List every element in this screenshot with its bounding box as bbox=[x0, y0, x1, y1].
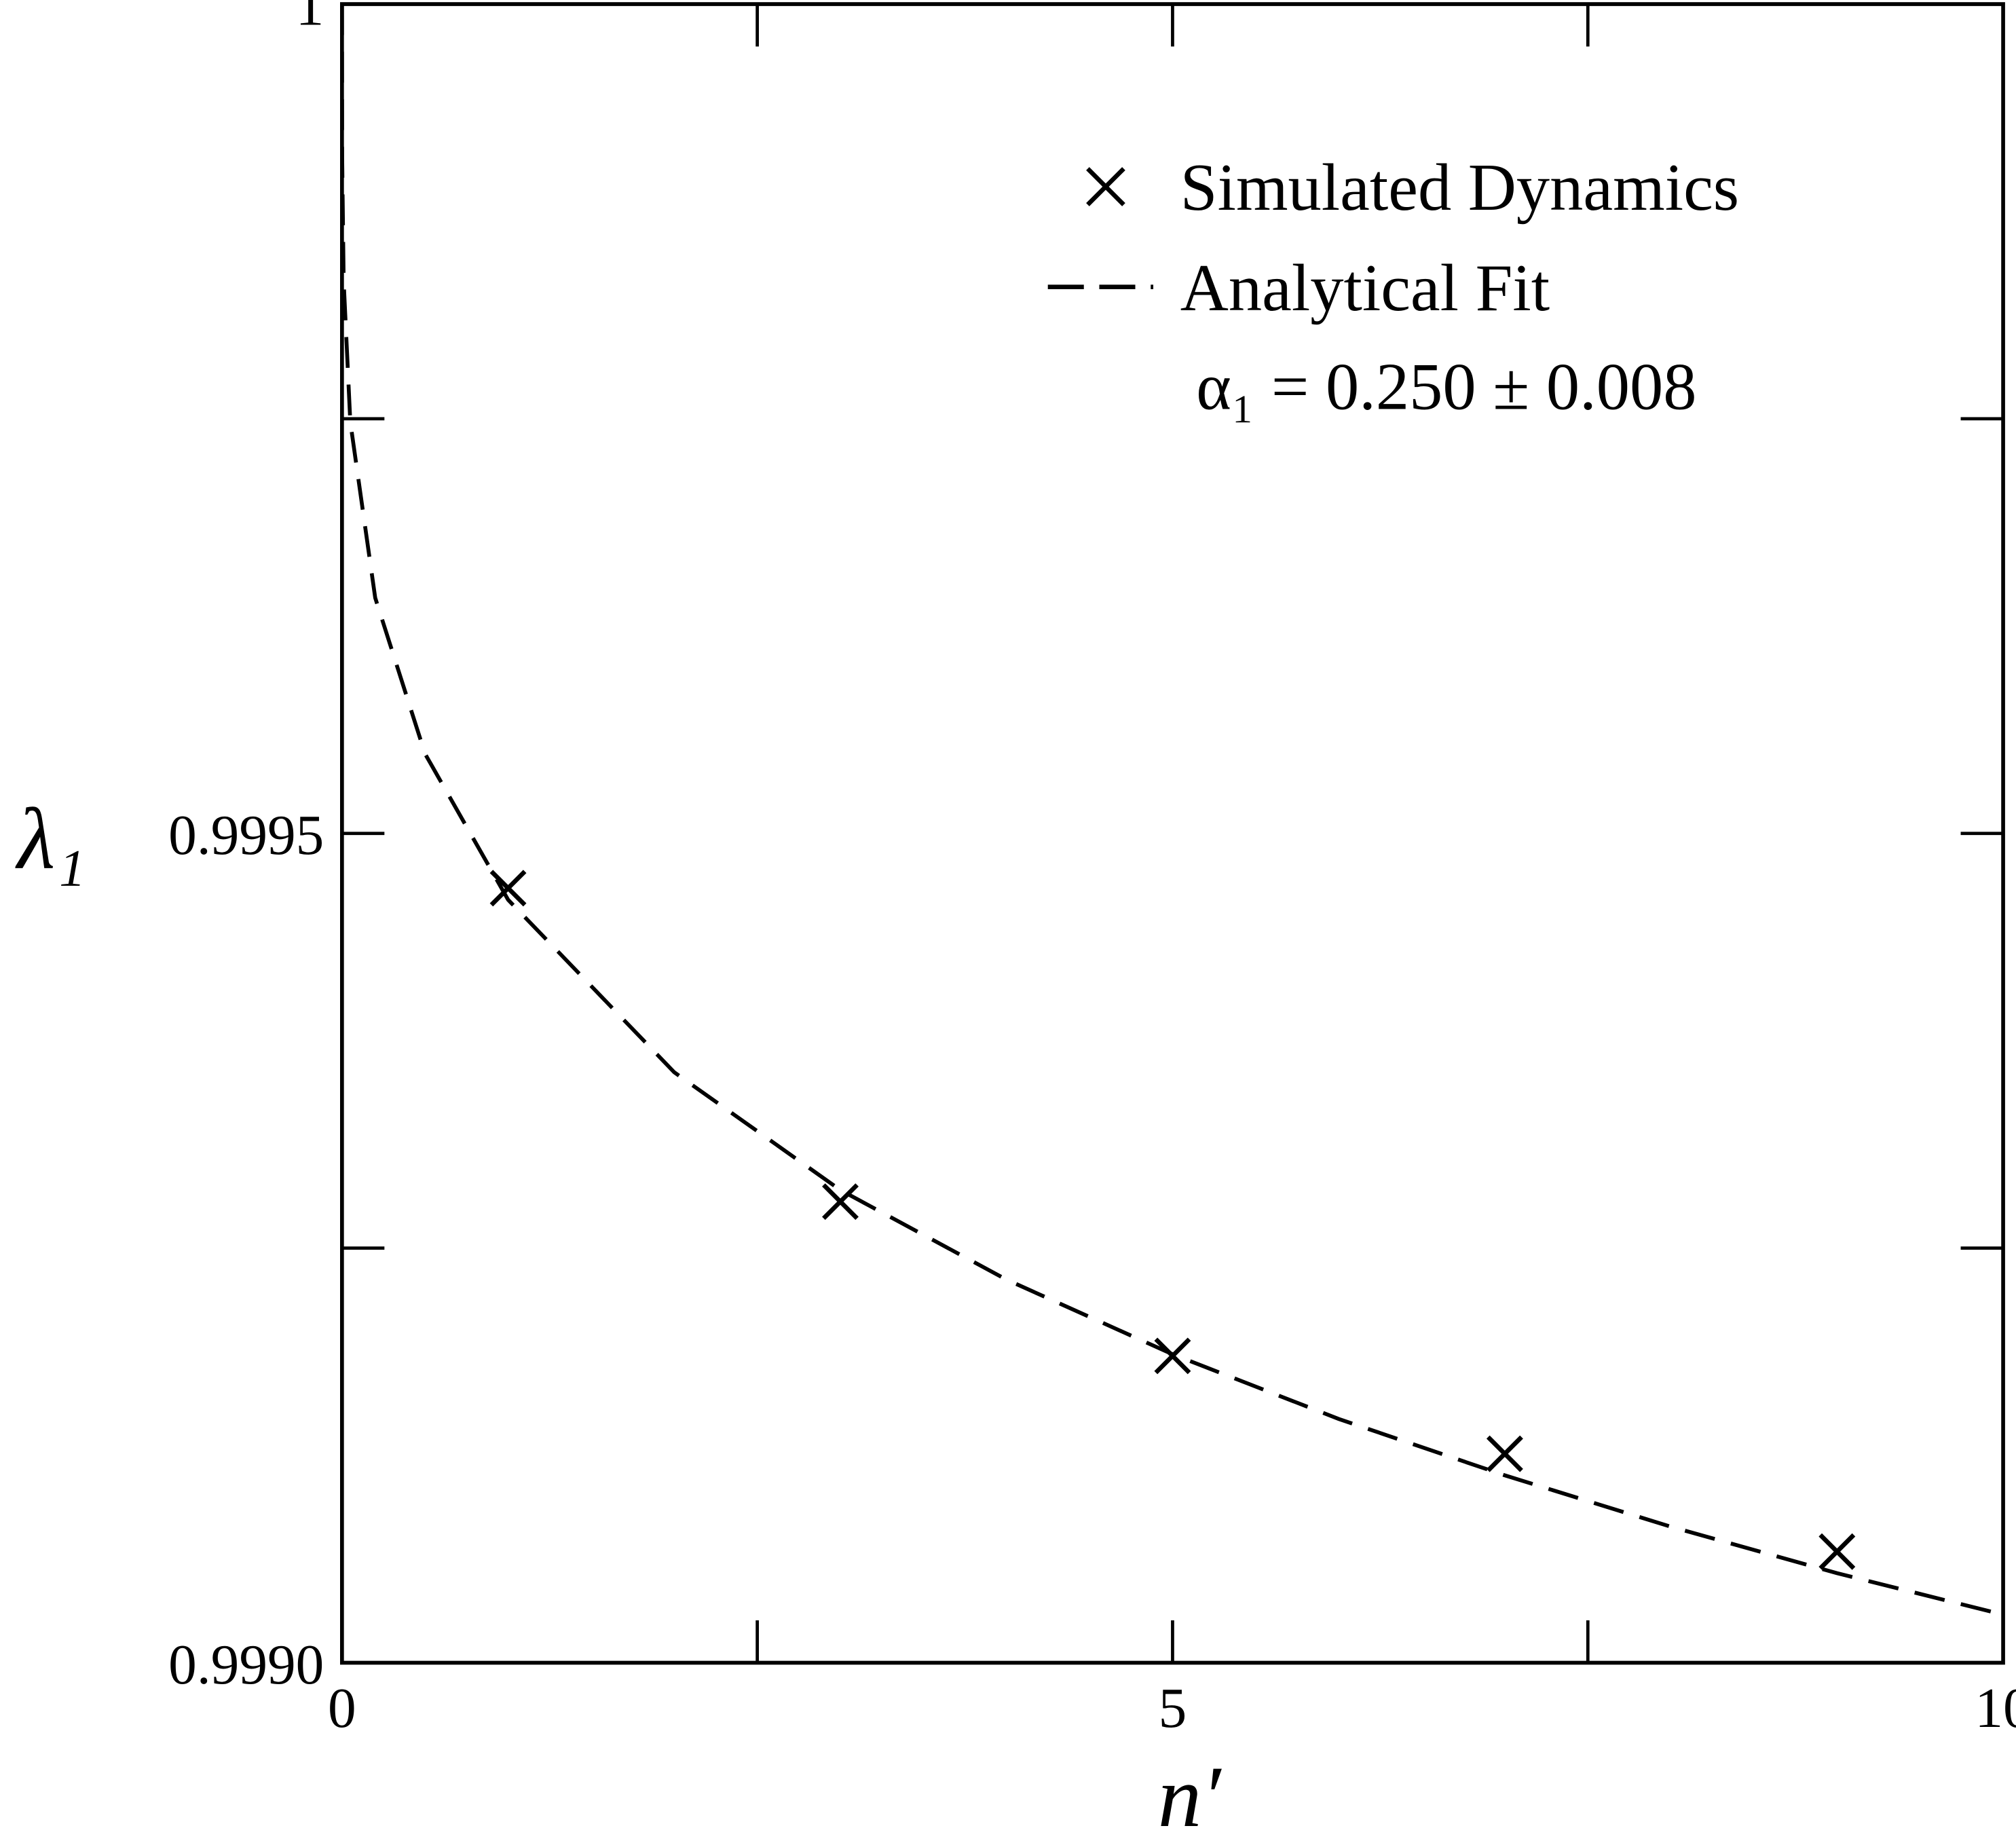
x-axis-label: n′ bbox=[1158, 1748, 1222, 1843]
annotation: α₁ = 0.250 ± 0.008 bbox=[1196, 350, 1696, 424]
data-point bbox=[1486, 1435, 1523, 1472]
x-tick-label: 5 bbox=[1159, 1677, 1187, 1740]
x-tick-label: 0 bbox=[328, 1677, 356, 1740]
legend-marker bbox=[1086, 167, 1125, 206]
fit-line bbox=[339, 4, 2004, 1617]
data-point bbox=[822, 1183, 859, 1221]
data-point bbox=[489, 870, 527, 907]
x-tick-label: 10 bbox=[1975, 1677, 2016, 1740]
y-tick-label: 1 bbox=[296, 0, 324, 37]
data-point bbox=[1818, 1533, 1856, 1570]
y-tick-label: 0.9995 bbox=[168, 804, 324, 867]
legend-label: Simulated Dynamics bbox=[1180, 151, 1739, 225]
y-axis-label: λ₁ bbox=[14, 790, 86, 887]
plot-frame bbox=[339, 2, 2005, 1665]
y-tick-label: 0.9990 bbox=[168, 1634, 324, 1696]
legend-label: Analytical Fit bbox=[1180, 251, 1550, 325]
